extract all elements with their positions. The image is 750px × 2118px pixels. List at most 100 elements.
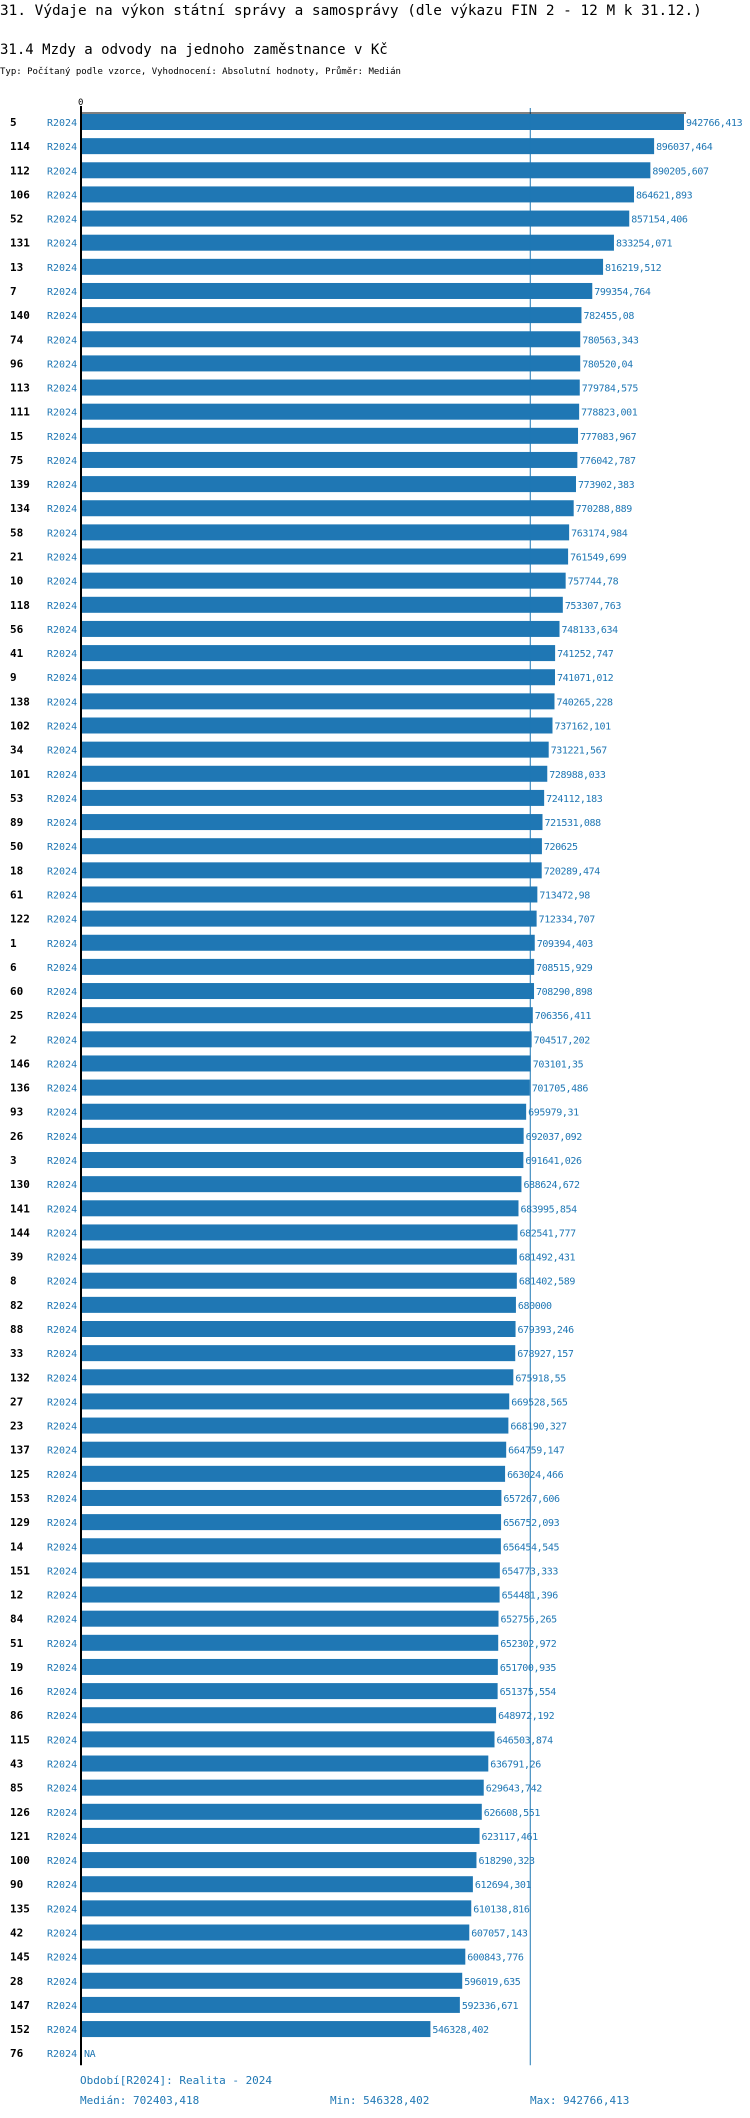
bar <box>81 1996 460 2013</box>
series-label: R2024 <box>47 311 77 322</box>
bar <box>81 789 545 806</box>
bar <box>81 717 553 734</box>
bar <box>81 1007 533 1024</box>
value-label: 763174,984 <box>571 528 628 539</box>
value-label: 778823,001 <box>581 408 638 419</box>
value-label: 777083,967 <box>580 432 637 443</box>
series-label: R2024 <box>47 1011 77 1022</box>
series-label: R2024 <box>47 1808 77 1819</box>
value-label: 741252,747 <box>557 649 614 660</box>
row-id-label: 53 <box>10 792 23 805</box>
series-label: R2024 <box>47 866 77 877</box>
series-label: R2024 <box>47 1059 77 1070</box>
row-id-label: 100 <box>10 1854 30 1867</box>
row-id-label: 23 <box>10 1420 23 1433</box>
axis-zero-tick-label: 0 <box>78 98 83 108</box>
bar <box>81 1707 497 1724</box>
series-label: R2024 <box>47 359 77 370</box>
series-label: R2024 <box>47 1735 77 1746</box>
value-label: 737162,101 <box>554 722 611 733</box>
bar <box>81 500 574 517</box>
series-label: R2024 <box>47 118 77 129</box>
bar <box>81 1683 498 1700</box>
value-label: 623117,461 <box>482 1832 539 1843</box>
chart-description: Typ: Počítaný podle vzorce, Vyhodnocení:… <box>0 67 401 77</box>
bar <box>81 1393 510 1410</box>
bar <box>81 1441 507 1458</box>
series-label: R2024 <box>47 915 77 926</box>
series-label: R2024 <box>47 1663 77 1674</box>
value-label: 816219,512 <box>605 263 662 274</box>
value-label: 713472,98 <box>539 890 590 901</box>
bar <box>81 645 556 662</box>
bar <box>81 1852 477 1869</box>
value-label: 782455,08 <box>583 311 634 322</box>
bar <box>81 307 582 324</box>
row-id-label: 122 <box>10 913 30 926</box>
value-label: 709394,403 <box>537 939 594 950</box>
series-label: R2024 <box>47 1832 77 1843</box>
value-label: 721531,088 <box>544 818 601 829</box>
value-label: 780520,04 <box>582 359 633 370</box>
bar <box>81 596 563 613</box>
value-label: 652756,265 <box>501 1615 558 1626</box>
bar <box>81 1079 530 1096</box>
row-id-label: 52 <box>10 213 23 226</box>
series-label: R2024 <box>47 1156 77 1167</box>
bar <box>81 548 569 565</box>
series-label: R2024 <box>47 1784 77 1795</box>
row-id-label: 75 <box>10 454 23 467</box>
series-label: R2024 <box>47 1518 77 1529</box>
row-id-label: 132 <box>10 1371 30 1384</box>
row-id-label: 139 <box>10 478 30 491</box>
bar <box>81 1489 502 1506</box>
series-label: R2024 <box>47 1977 77 1988</box>
row-id-label: 51 <box>10 1637 24 1650</box>
value-label: 679393,246 <box>518 1325 575 1336</box>
series-label: R2024 <box>47 963 77 974</box>
value-label: 656752,093 <box>503 1518 560 1529</box>
series-label: R2024 <box>47 553 77 564</box>
value-label: NA <box>84 2049 96 2060</box>
value-label: 680000 <box>518 1301 552 1312</box>
row-id-label: 152 <box>10 2023 30 2036</box>
row-id-label: 56 <box>10 623 24 636</box>
value-label: 681402,589 <box>519 1277 576 1288</box>
row-id-label: 14 <box>10 1540 24 1553</box>
bar <box>81 379 580 396</box>
row-id-label: 41 <box>10 647 24 660</box>
value-label: 833254,071 <box>616 239 673 250</box>
value-label: 724112,183 <box>546 794 603 805</box>
bar <box>81 1658 498 1675</box>
row-id-label: 112 <box>10 164 30 177</box>
row-id-label: 140 <box>10 309 30 322</box>
row-id-label: 3 <box>10 1154 17 1167</box>
value-label: 646503,874 <box>497 1735 554 1746</box>
series-label: R2024 <box>47 2001 77 2012</box>
value-label: 753307,763 <box>565 601 622 612</box>
row-id-label: 10 <box>10 575 23 588</box>
value-label: 748133,634 <box>562 625 619 636</box>
row-id-label: 126 <box>10 1806 30 1819</box>
row-id-label: 28 <box>10 1975 23 1988</box>
row-id-label: 15 <box>10 430 23 443</box>
series-label: R2024 <box>47 528 77 539</box>
bar <box>81 1948 466 1965</box>
bar <box>81 355 581 372</box>
value-label: 596019,635 <box>464 1977 521 1988</box>
bar <box>81 1610 499 1627</box>
row-id-label: 34 <box>10 744 24 757</box>
bar <box>81 1538 501 1555</box>
value-label: 712334,707 <box>539 915 596 926</box>
bar <box>81 1176 522 1193</box>
bar <box>81 983 535 1000</box>
footer-median: Medián: 702403,418 <box>80 2094 200 2107</box>
value-label: 681492,431 <box>519 1253 576 1264</box>
series-label: R2024 <box>47 1687 77 1698</box>
bar <box>81 1321 516 1337</box>
series-label: R2024 <box>47 794 77 805</box>
value-label: 691641,026 <box>525 1156 582 1167</box>
value-label: 942766,413 <box>686 118 743 129</box>
row-id-label: 134 <box>10 502 30 515</box>
bar <box>81 234 614 251</box>
